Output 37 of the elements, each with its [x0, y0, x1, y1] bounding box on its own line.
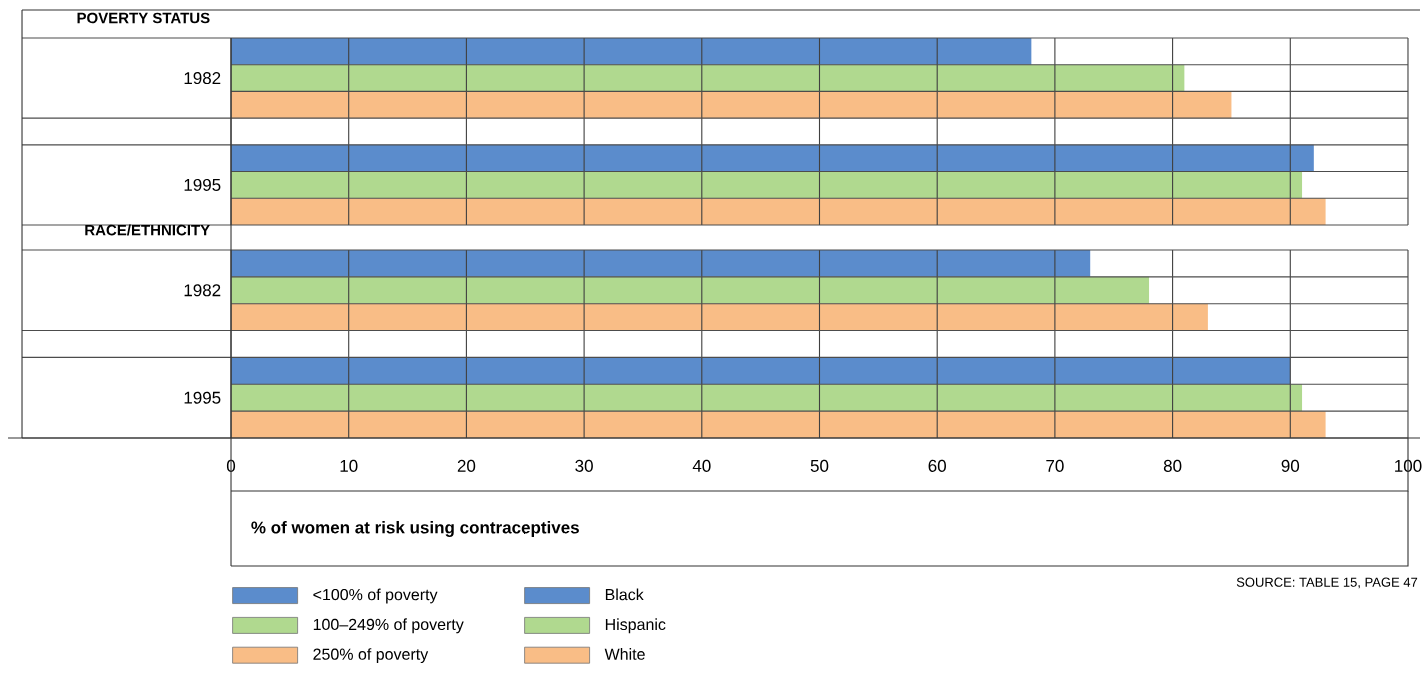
y-tick-label: 1982 [184, 284, 221, 297]
chart-title: POVERTY STATUS [77, 12, 210, 24]
legend-label: 100–249% of poverty [313, 618, 464, 634]
bar [231, 144, 1314, 172]
y-tick-label: 1982 [184, 72, 221, 85]
legend-label: Black [605, 588, 644, 601]
x-tick-label: 10 [340, 459, 358, 472]
x-tick-label: 90 [1281, 459, 1300, 472]
legend-label: 250% of poverty [313, 648, 429, 664]
legend-label: Hispanic [605, 618, 666, 634]
chart-title: RACE/ETHNICITY [85, 224, 210, 236]
x-tick-label: 100 [1395, 459, 1422, 472]
bar [231, 171, 1303, 199]
legend-label: <100% of poverty [313, 588, 438, 604]
bar [231, 384, 1303, 412]
x-tick-label: 20 [457, 459, 476, 472]
x-tick-label: 70 [1046, 459, 1064, 472]
bar [231, 64, 1185, 92]
bar [231, 276, 1150, 304]
x-tick-label: 0 [226, 459, 236, 472]
bar [231, 91, 1232, 119]
legend-label: White [604, 648, 645, 660]
x-tick-label: 30 [575, 459, 593, 472]
y-tick-label: 1995 [184, 178, 221, 191]
x-tick-label: 80 [1163, 459, 1182, 472]
x-tick-label: 40 [692, 459, 711, 472]
bar [231, 303, 1208, 331]
source-note: SOURCE: TABLE 15, PAGE 47 [1236, 577, 1418, 589]
bar [231, 411, 1326, 438]
bar [231, 38, 1032, 65]
x-tick-label: 60 [928, 459, 946, 472]
x-axis-title: % of women at risk using contraceptives [251, 521, 579, 537]
bar [231, 357, 1291, 385]
bar [231, 249, 1091, 277]
y-tick-label: 1995 [184, 391, 221, 404]
x-tick-label: 50 [810, 459, 829, 472]
bar [231, 198, 1326, 225]
